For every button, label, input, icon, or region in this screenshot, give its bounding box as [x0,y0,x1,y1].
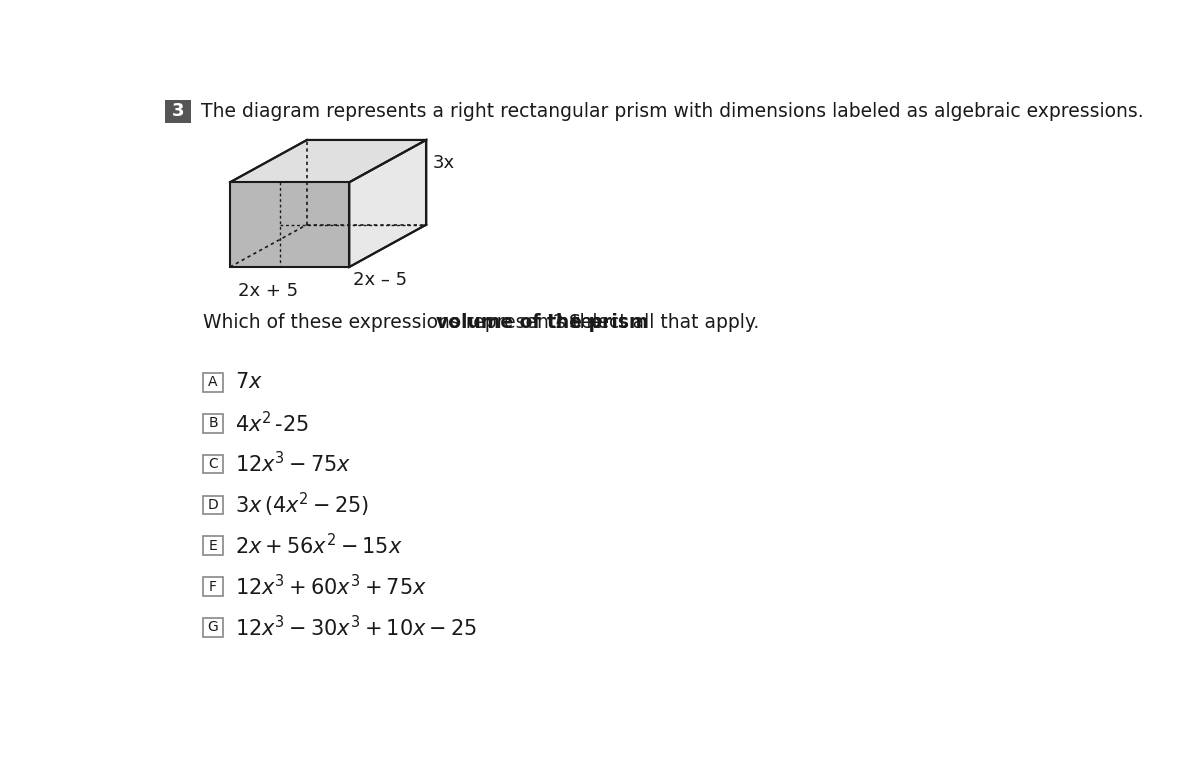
Text: D: D [208,498,218,512]
Text: $3x\,(4x^2 - 25)$: $3x\,(4x^2 - 25)$ [235,490,368,519]
Text: F: F [209,580,217,594]
Text: The diagram represents a right rectangular prism with dimensions labeled as alge: The diagram represents a right rectangul… [200,102,1144,121]
Polygon shape [230,140,426,182]
Text: C: C [208,457,218,471]
FancyBboxPatch shape [203,373,223,392]
Text: 3: 3 [172,102,184,120]
FancyBboxPatch shape [164,100,191,123]
Text: Which of these expressions represents the: Which of these expressions represents th… [203,313,608,332]
Text: $12x^3 - 30x^3 + 10x - 25$: $12x^3 - 30x^3 + 10x - 25$ [235,615,476,640]
Text: 2x + 5: 2x + 5 [238,283,298,301]
Text: B: B [209,416,218,430]
Text: $2x + 56x^2 - 15x$: $2x + 56x^2 - 15x$ [235,533,402,558]
FancyBboxPatch shape [203,496,223,514]
Text: 3x: 3x [432,154,455,172]
Text: G: G [208,620,218,634]
FancyBboxPatch shape [203,455,223,473]
Text: $4x^2\!$ -25: $4x^2\!$ -25 [235,411,308,436]
Text: A: A [209,376,218,390]
Text: $12x^3 + 60x^3 + 75x$: $12x^3 + 60x^3 + 75x$ [235,574,426,599]
Text: ? Select all that apply.: ? Select all that apply. [553,313,760,332]
FancyBboxPatch shape [203,537,223,555]
Text: volume of the prism: volume of the prism [436,313,648,332]
Text: E: E [209,539,217,553]
FancyBboxPatch shape [203,618,223,637]
Text: 2x – 5: 2x – 5 [353,271,407,289]
Text: $12x^3 - 75x$: $12x^3 - 75x$ [235,451,352,476]
Polygon shape [349,140,426,267]
FancyBboxPatch shape [203,414,223,433]
Text: $7x$: $7x$ [235,373,263,393]
FancyBboxPatch shape [203,577,223,596]
Polygon shape [230,182,349,267]
